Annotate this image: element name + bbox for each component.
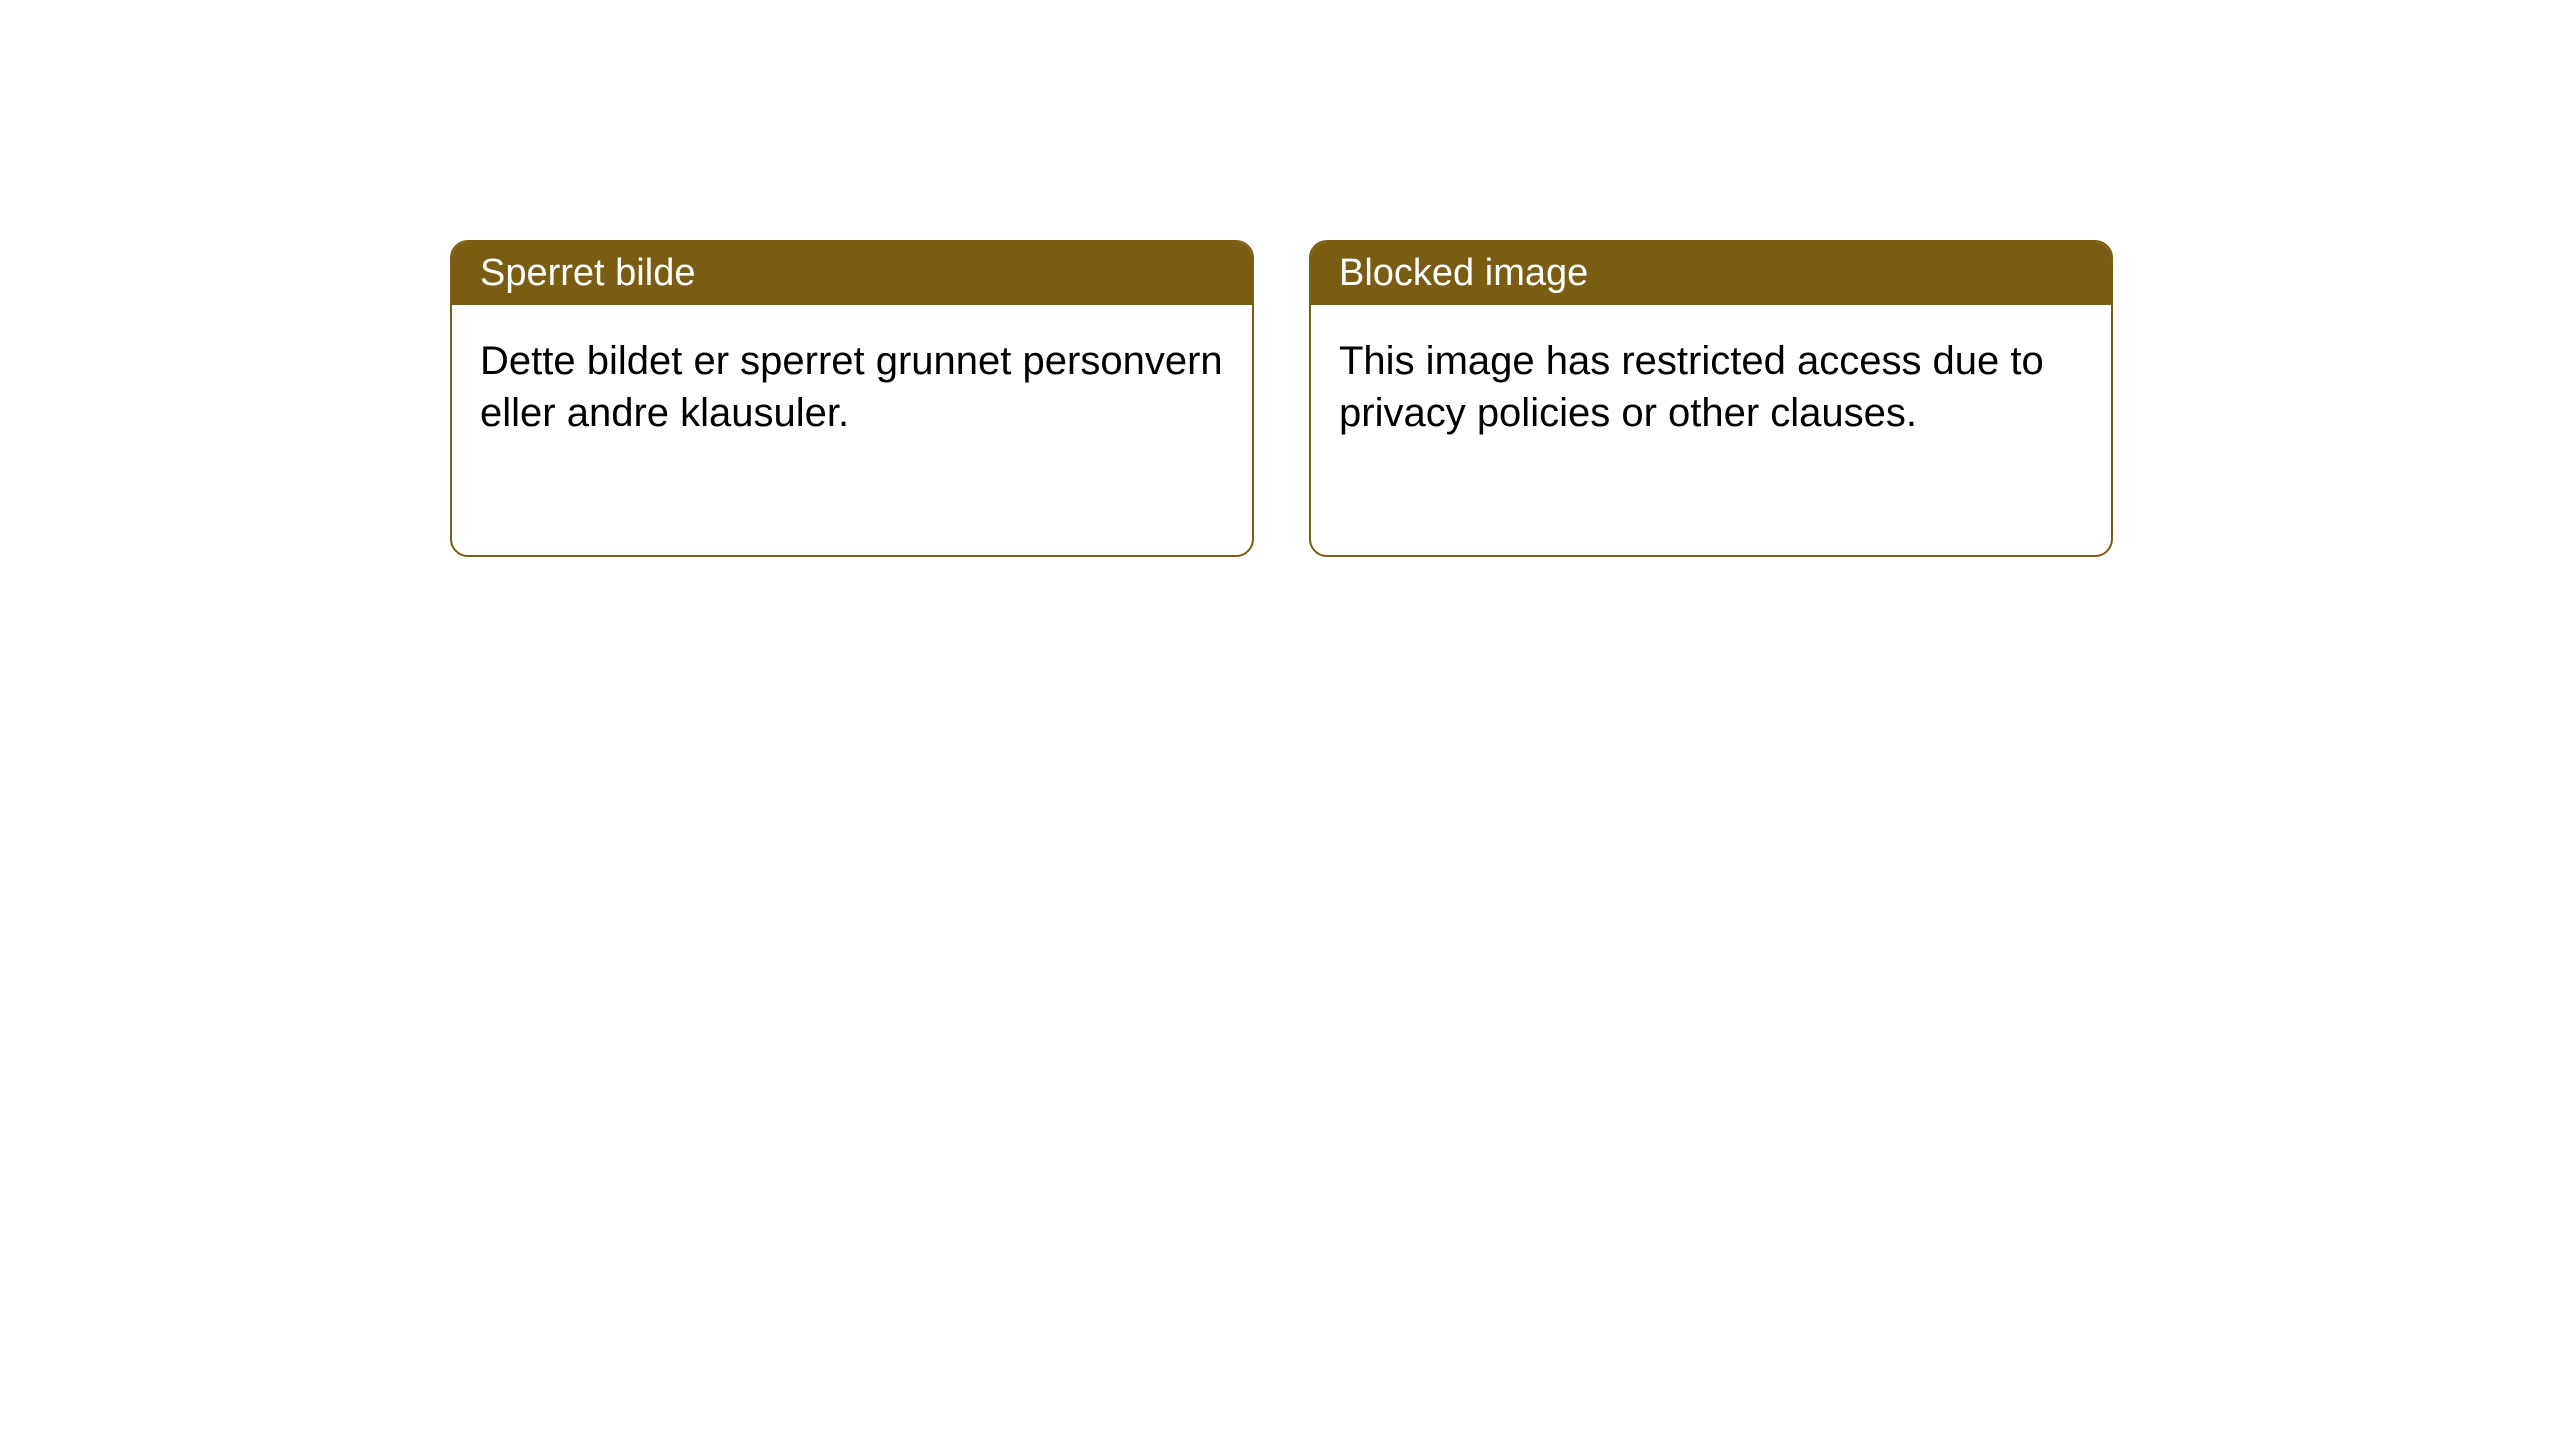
notice-header: Blocked image — [1311, 242, 2111, 305]
notice-container: Sperret bilde Dette bildet er sperret gr… — [450, 240, 2113, 557]
notice-body-text: This image has restricted access due to … — [1339, 339, 2044, 435]
notice-body-text: Dette bildet er sperret grunnet personve… — [480, 339, 1223, 435]
notice-card-norwegian: Sperret bilde Dette bildet er sperret gr… — [450, 240, 1254, 557]
notice-header: Sperret bilde — [452, 242, 1252, 305]
notice-title: Blocked image — [1339, 252, 1588, 294]
notice-body: This image has restricted access due to … — [1311, 305, 2111, 555]
notice-title: Sperret bilde — [480, 252, 695, 294]
notice-body: Dette bildet er sperret grunnet personve… — [452, 305, 1252, 555]
notice-card-english: Blocked image This image has restricted … — [1309, 240, 2113, 557]
